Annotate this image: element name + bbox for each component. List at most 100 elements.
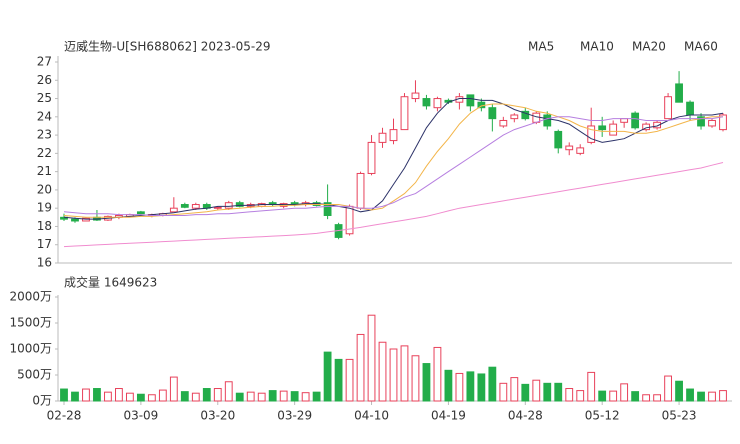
volume-bar <box>367 314 376 402</box>
x-tick-label: 03-29 <box>277 409 312 423</box>
candle-body <box>609 123 618 136</box>
volume-bar <box>565 388 574 402</box>
candle-body <box>213 206 222 209</box>
volume-bar <box>697 391 705 402</box>
chart-title: 迈威生物-U[SH688062] 2023-05-29 <box>64 40 270 54</box>
volume-bar <box>224 381 233 402</box>
candle-body <box>587 125 596 143</box>
volume-bar <box>554 382 563 402</box>
volume-bar <box>686 388 694 402</box>
volume-bar <box>598 390 607 402</box>
volume-bar <box>422 363 431 402</box>
candle-body <box>686 101 694 116</box>
candle-body <box>323 202 332 216</box>
volume-bar <box>71 391 79 402</box>
x-tick-label: 02-28 <box>47 409 82 423</box>
candle-body <box>82 217 90 222</box>
y-tick-label: 500万 <box>17 368 52 382</box>
volume-bar <box>444 369 453 402</box>
volume-bar <box>499 382 508 402</box>
volume-bar <box>268 390 277 402</box>
candle-body <box>378 132 387 143</box>
candle-body <box>664 96 672 120</box>
y-tick-label: 1000万 <box>9 342 52 356</box>
volume-bar <box>301 392 310 402</box>
y-tick-label: 2000万 <box>9 290 52 304</box>
candle-body <box>598 125 607 131</box>
volume-bar <box>202 388 211 402</box>
volume-bar <box>104 391 112 402</box>
y-tick-label: 19 <box>37 201 52 215</box>
volume-bar <box>675 380 683 402</box>
volume-bar <box>290 391 299 402</box>
volume-bar <box>279 390 288 402</box>
volume-bar <box>323 351 332 402</box>
volume-bar <box>455 372 464 402</box>
volume-bar <box>389 348 398 402</box>
legend-label: MA60 <box>684 40 718 54</box>
volume-bar <box>708 391 716 402</box>
y-tick-label: 1500万 <box>9 316 52 330</box>
ma-line <box>63 98 724 220</box>
volume-bar <box>488 366 497 402</box>
candle-body <box>180 204 189 208</box>
y-tick-label: 25 <box>37 91 52 105</box>
ma-line <box>63 116 724 216</box>
volume-bar <box>543 382 552 402</box>
y-tick-label: 20 <box>37 182 52 196</box>
volume-bar <box>664 375 672 402</box>
volume-bar <box>609 390 618 402</box>
candle-body <box>422 98 431 107</box>
candle-body <box>367 141 376 174</box>
volume-bar <box>213 388 222 402</box>
candle-body <box>356 172 365 209</box>
candle-body <box>576 147 585 154</box>
volume-bar <box>169 376 178 402</box>
candle-body <box>411 92 420 100</box>
volume-bar <box>345 358 354 402</box>
volume-bar <box>235 392 244 402</box>
candle-body <box>697 116 705 127</box>
volume-bar <box>334 358 343 402</box>
x-tick-label: 04-10 <box>354 409 389 423</box>
volume-bar <box>115 388 123 402</box>
candle-body <box>631 112 640 129</box>
volume-bar <box>532 379 541 402</box>
volume-bar <box>60 388 68 402</box>
y-tick-label: 17 <box>37 237 52 251</box>
candle-body <box>532 112 541 123</box>
candle-body <box>71 218 79 222</box>
volume-bar <box>653 394 662 402</box>
y-tick-label: 24 <box>37 109 52 123</box>
volume-bar <box>510 377 519 402</box>
candle-body <box>477 101 486 109</box>
candle-body <box>169 207 178 213</box>
volume-bar <box>631 391 640 402</box>
volume-bar <box>147 394 156 402</box>
volume-bar <box>158 389 167 402</box>
volume-title: 成交量 1649623 <box>64 275 157 290</box>
volume-bar <box>312 391 321 402</box>
candle-body <box>543 114 552 127</box>
y-tick-label: 27 <box>37 55 52 69</box>
x-tick-label: 05-23 <box>662 409 697 423</box>
candle-body <box>510 114 519 120</box>
y-tick-label: 0万 <box>32 394 52 408</box>
y-tick-label: 23 <box>37 128 52 142</box>
y-tick-label: 26 <box>37 73 52 87</box>
x-tick-label: 05-12 <box>585 409 620 423</box>
candle-body <box>554 130 563 149</box>
legend-label: MA5 <box>528 40 554 54</box>
candle-body <box>136 211 145 215</box>
ma-line <box>63 103 723 218</box>
x-tick-label: 03-20 <box>200 409 235 423</box>
volume-bar <box>576 390 585 402</box>
legend-label: MA20 <box>632 40 666 54</box>
candle-body <box>235 202 244 207</box>
candle-body <box>400 96 409 131</box>
volume-bar <box>719 390 727 402</box>
candle-body <box>675 83 683 103</box>
legend-label: MA10 <box>580 40 614 54</box>
